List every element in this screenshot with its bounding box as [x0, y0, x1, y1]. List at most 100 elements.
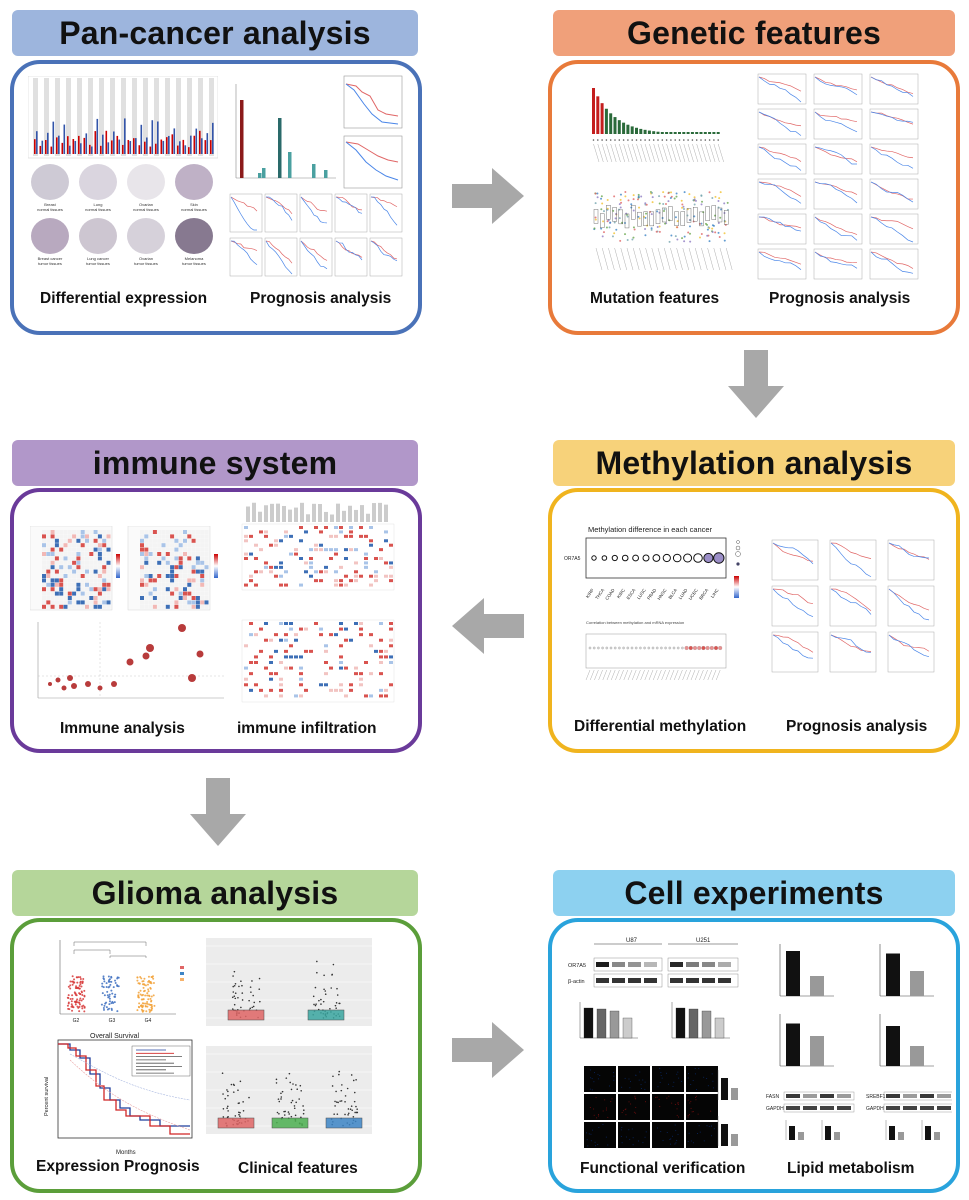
expression-point: [139, 993, 142, 996]
strip-box-tumor: [94, 131, 97, 154]
clinical-point: [232, 975, 234, 977]
km-curve: [265, 240, 293, 264]
heatmap-cell: [80, 569, 85, 574]
heatmap-cell: [170, 582, 175, 587]
infiltration-cell: [334, 633, 338, 637]
methylation-km-plot: [829, 539, 877, 581]
lipid-small-bar: [834, 1132, 840, 1140]
heatmap-cell: [191, 574, 196, 578]
heatmap-cell: [183, 591, 187, 596]
mutation-point: [717, 206, 720, 209]
heatmap-cell: [157, 538, 162, 543]
arrow-down-icon-2: [190, 778, 246, 846]
infiltration-cell: [284, 530, 288, 534]
heatmap-cell: [72, 560, 77, 565]
heatmap-cell: [46, 569, 51, 574]
wb-band-target: [628, 962, 641, 967]
infiltration-top-bar: [342, 510, 346, 522]
heatmap-cell: [93, 530, 98, 534]
staining-cell: [687, 1077, 689, 1079]
mutation-box: [680, 211, 686, 226]
infiltration-cell: [344, 583, 348, 587]
heatmap-cell: [165, 587, 170, 592]
heatmap-cell: [174, 604, 179, 609]
km-curve: [370, 240, 398, 262]
infiltration-cell: [279, 688, 283, 692]
mutation-bar: [669, 132, 673, 134]
heatmap-cell: [187, 560, 192, 565]
staining-cell: [707, 1085, 709, 1087]
heatmap-cell: [67, 534, 72, 539]
mutation-tick: [709, 143, 716, 163]
strip-box-tumor: [83, 137, 86, 154]
stain-bar: [721, 1124, 728, 1146]
immune-scatter-point: [142, 652, 150, 660]
infiltration-cell: [339, 655, 343, 659]
expression-point: [67, 994, 70, 997]
staining-cell: [678, 1077, 680, 1079]
km-curve: [888, 542, 930, 559]
heatmap-cell: [93, 591, 98, 596]
strip-box-tumor: [171, 134, 174, 154]
clinical-point: [341, 1084, 343, 1086]
pan-cancer-km-plot: [299, 193, 333, 233]
mutation-dot: [640, 139, 642, 141]
heatmap-cell: [144, 530, 149, 534]
mutation-axis-tick: [707, 247, 714, 271]
mutation-bar: [622, 122, 626, 134]
staining-cell: [687, 1116, 689, 1118]
heatmap-cell: [140, 556, 144, 561]
mutation-dot: [713, 139, 715, 141]
expression-point: [108, 1000, 111, 1003]
mutation-point: [723, 239, 726, 242]
clinical-point: [335, 1002, 338, 1004]
infiltration-cell: [289, 655, 293, 659]
infiltration-cell: [329, 534, 333, 538]
heatmap-cell: [76, 604, 81, 609]
heatmap-cell: [102, 534, 107, 539]
heatmap-cell: [144, 560, 149, 565]
staining-cell: [593, 1072, 595, 1074]
methylation-analysis-title: Methylation analysis: [553, 440, 955, 486]
mutation-point: [688, 193, 691, 196]
expression-point: [116, 984, 119, 987]
mutation-point: [594, 218, 597, 221]
mutation-tick: [718, 143, 724, 163]
mutation-point: [689, 219, 692, 222]
heatmap-cell: [183, 604, 187, 609]
expression-point: [71, 1009, 74, 1012]
infiltration-cell: [364, 661, 368, 664]
clinical-point: [226, 1105, 229, 1108]
heatmap-cell: [140, 574, 144, 578]
infiltration-cell: [379, 694, 383, 698]
expression-point: [146, 992, 149, 995]
mutation-bar: [639, 128, 643, 134]
staining-cell: [587, 1145, 589, 1147]
infiltration-cell: [314, 579, 318, 583]
correlation-tick: [648, 669, 654, 681]
heatmap-cell: [200, 530, 205, 534]
heatmap-cell: [144, 543, 149, 548]
heatmap-cell: [187, 574, 192, 578]
expression-point: [147, 998, 150, 1001]
km-frame: [757, 248, 807, 280]
infiltration-cell: [384, 574, 388, 578]
km-frame: [264, 193, 298, 233]
expression-point: [147, 988, 150, 991]
expression-point: [136, 1009, 139, 1012]
expression-point: [79, 983, 82, 986]
mutation-point: [668, 240, 671, 243]
ihc-tissue-image: [127, 164, 165, 200]
genetic-km-plot: [757, 73, 807, 105]
expression-point: [69, 997, 72, 1000]
lipid-small-bar: [925, 1126, 931, 1140]
heatmap-cell: [204, 578, 209, 583]
clinical-point: [226, 1107, 228, 1110]
mutation-axis-tick: [676, 247, 683, 271]
infiltration-cell: [249, 552, 253, 556]
clinical-point: [295, 1101, 297, 1104]
heatmap-cell: [97, 565, 102, 570]
clinical-point: [291, 1099, 294, 1102]
mutation-dot: [618, 139, 621, 141]
heatmap-cell: [67, 552, 72, 556]
